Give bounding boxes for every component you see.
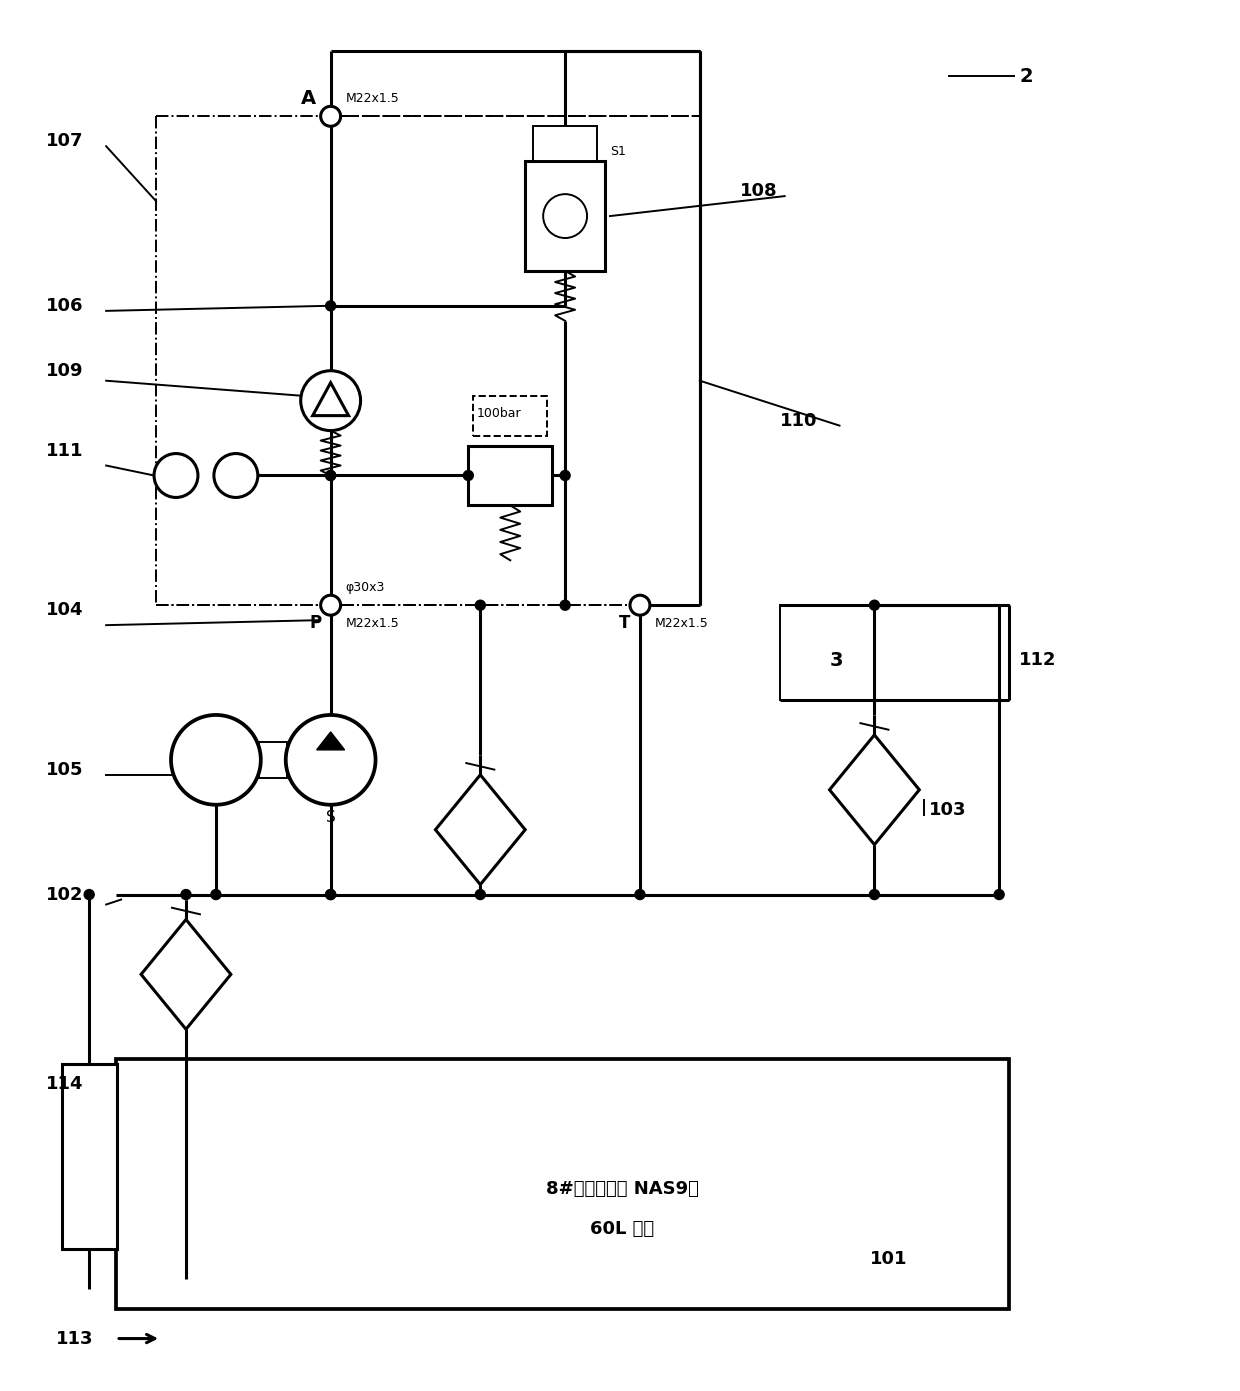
Text: 109: 109 [46,362,84,380]
Circle shape [215,453,258,498]
Circle shape [475,600,485,611]
Text: 60L 寬相: 60L 寬相 [590,1220,653,1238]
Text: 107: 107 [46,132,84,150]
Circle shape [326,890,336,900]
Text: 100bar: 100bar [476,408,521,420]
Circle shape [326,470,336,480]
Polygon shape [316,732,345,750]
Text: 3: 3 [830,651,843,669]
Text: 105: 105 [46,761,84,779]
Text: 104: 104 [46,601,84,619]
Text: S1: S1 [610,145,626,157]
Text: T: T [619,615,631,632]
Bar [533,127,596,161]
Text: M22x1.5: M22x1.5 [655,616,709,630]
Circle shape [181,890,191,900]
Text: 108: 108 [740,182,777,200]
Circle shape [475,890,485,900]
Circle shape [154,453,198,498]
Text: MA: MA [205,753,227,766]
Circle shape [560,600,570,611]
Circle shape [171,715,260,805]
Circle shape [321,106,341,127]
Text: 114: 114 [46,1075,84,1093]
Circle shape [464,470,474,480]
Bar [526,161,605,271]
Text: 101: 101 [869,1249,906,1267]
Circle shape [326,300,336,310]
Polygon shape [141,919,231,1029]
Bar [117,1059,1009,1309]
Text: 110: 110 [780,412,817,430]
Text: M22x1.5: M22x1.5 [346,92,399,104]
Circle shape [326,470,336,480]
Bar [469,445,552,505]
Bar [259,741,286,778]
Bar [474,395,547,435]
Text: 113: 113 [56,1330,94,1348]
Text: M22x1.5: M22x1.5 [346,616,399,630]
Text: 102: 102 [46,886,84,904]
Circle shape [326,890,336,900]
Polygon shape [830,734,919,844]
Text: P: P [310,615,321,632]
Circle shape [84,890,94,900]
Text: φ30x3: φ30x3 [346,581,384,594]
Circle shape [994,890,1004,900]
Circle shape [630,595,650,615]
Text: 112: 112 [1019,651,1056,669]
Bar [62,1064,117,1249]
Text: 2: 2 [1019,67,1033,86]
Circle shape [211,890,221,900]
Text: A: A [300,89,316,108]
Polygon shape [435,775,526,885]
Text: 106: 106 [46,296,84,314]
Text: 8#液力传动油 NAS9级: 8#液力传动油 NAS9级 [546,1180,698,1198]
Text: 111: 111 [46,441,84,459]
Circle shape [869,890,879,900]
Text: S: S [326,810,336,825]
Text: MA: MA [167,470,185,480]
Circle shape [635,890,645,900]
Circle shape [543,195,587,238]
Circle shape [560,470,570,480]
Circle shape [285,715,376,805]
Text: 103: 103 [929,801,967,819]
Circle shape [321,595,341,615]
Bar [780,605,1009,700]
Circle shape [301,371,361,431]
Circle shape [869,600,879,611]
